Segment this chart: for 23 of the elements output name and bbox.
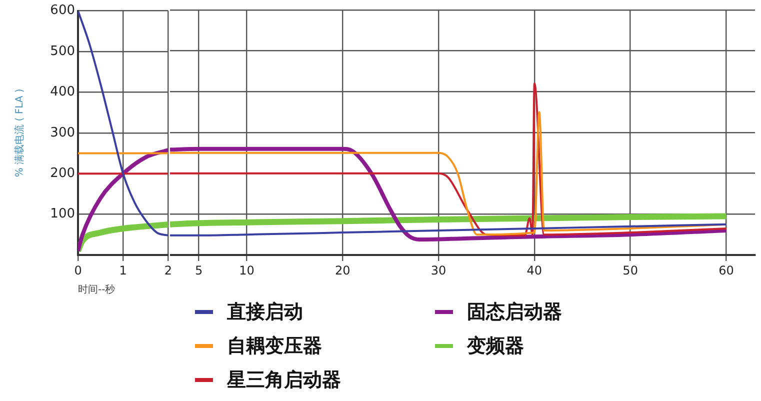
- x-tick-label: 5: [194, 263, 203, 278]
- x-tick-label: 20: [334, 263, 350, 278]
- y-tick-label: 200: [50, 166, 75, 181]
- legend-label: 星三角启动器: [227, 368, 341, 393]
- x-tick-label: 2: [164, 263, 172, 278]
- x-tick-label: 10: [239, 263, 254, 278]
- y-tick-label: 600: [50, 3, 75, 18]
- legend-label: 直接启动: [227, 300, 303, 325]
- x-axis-title: 时间--秒: [78, 284, 116, 296]
- y-tick-label: 100: [50, 206, 75, 222]
- x-tick-label: 0: [74, 263, 82, 278]
- y-tick-label: 300: [50, 125, 75, 140]
- y-tick-label: 400: [50, 84, 75, 100]
- x-tick-label: 50: [622, 263, 638, 278]
- x-tick-label: 60: [718, 263, 734, 278]
- legend-label: 自耦变压器: [227, 334, 322, 359]
- x-tick-label: 40: [526, 263, 542, 278]
- legend-label: 固态启动器: [467, 300, 562, 325]
- x-tick-label: 30: [430, 263, 446, 278]
- legend-label: 变频器: [467, 334, 524, 359]
- y-axis-title: % 满载电流 ( FLA ): [14, 88, 26, 178]
- y-tick-label: 500: [50, 44, 75, 59]
- x-tick-label: 1: [119, 263, 127, 278]
